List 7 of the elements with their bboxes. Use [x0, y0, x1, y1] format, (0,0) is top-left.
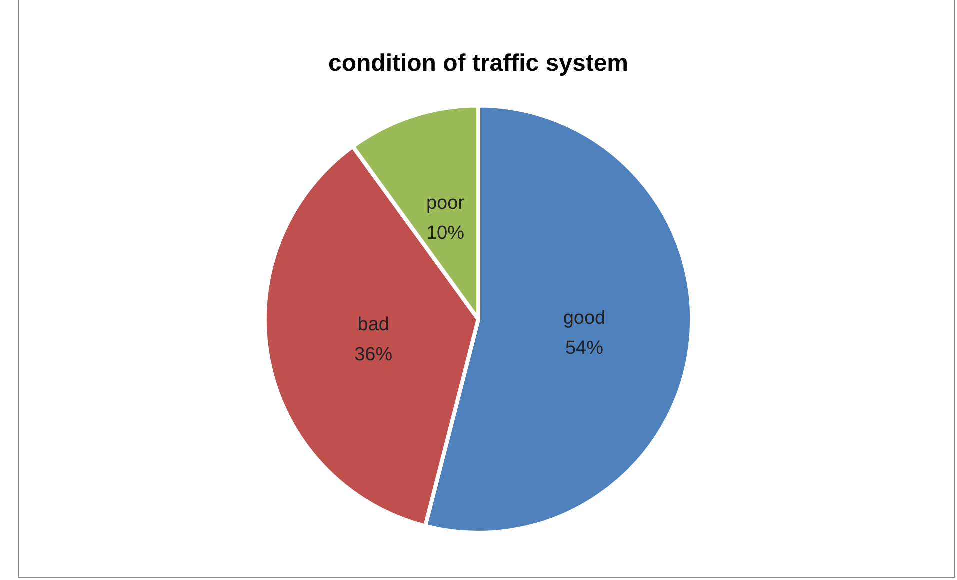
data-label: 36%: [354, 344, 393, 366]
slice-label: bad: [358, 314, 390, 336]
slice-label: good: [563, 308, 606, 330]
data-label: 10%: [426, 223, 465, 244]
chart-title: condition of traffic system: [328, 50, 629, 78]
slice-label: poor: [426, 193, 466, 214]
data-label: 54%: [565, 338, 604, 360]
